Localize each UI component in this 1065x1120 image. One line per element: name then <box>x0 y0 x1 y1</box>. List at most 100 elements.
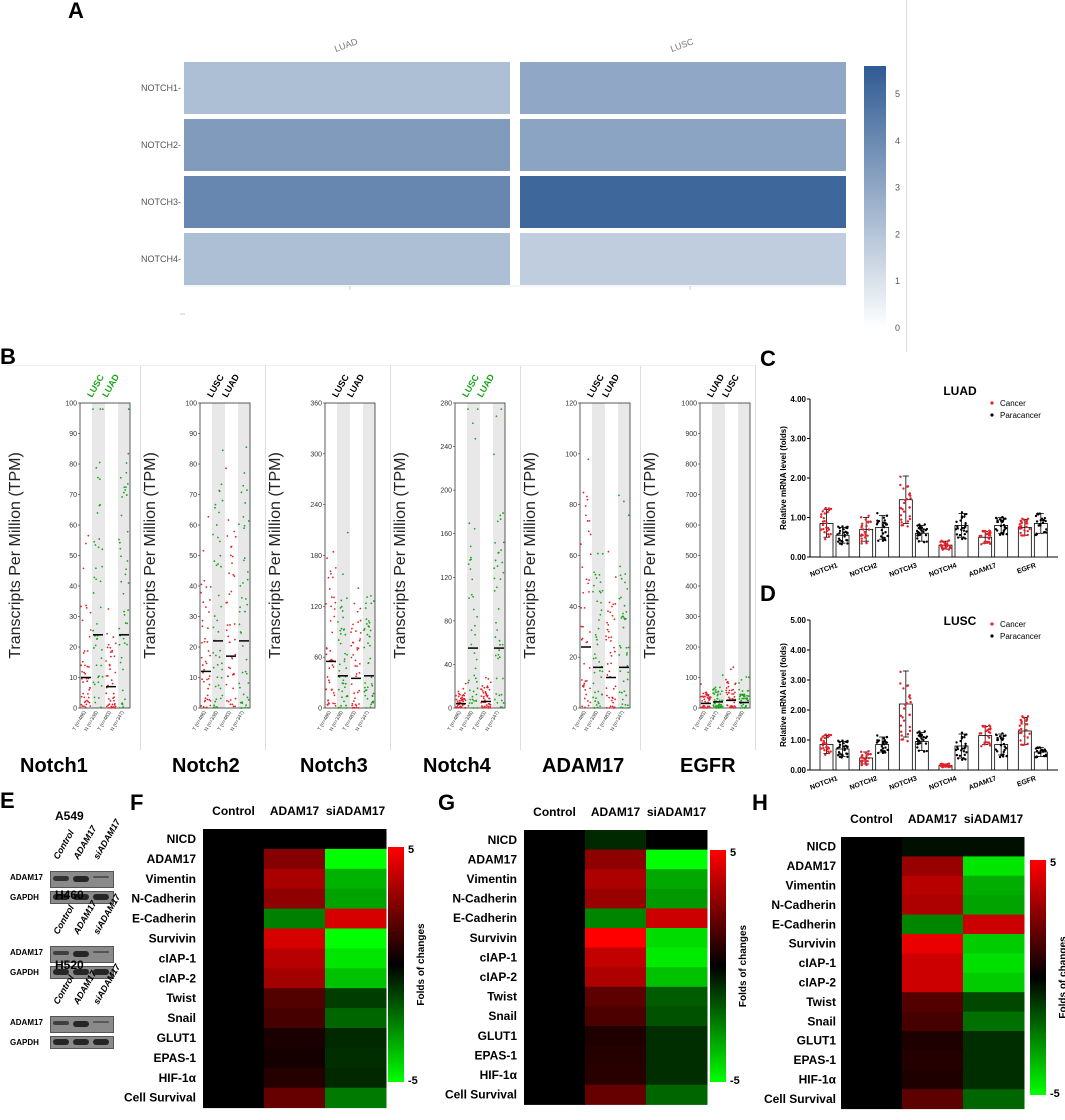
data-point <box>109 668 111 671</box>
legend-label: Paracancer <box>1000 632 1041 641</box>
data-point <box>84 700 87 703</box>
data-point <box>330 658 333 661</box>
data-point <box>1040 748 1044 752</box>
data-point <box>998 755 1002 759</box>
data-point <box>208 675 211 678</box>
data-point <box>331 631 334 634</box>
x-tick-label: EGFR <box>1016 775 1037 788</box>
data-point <box>352 623 354 626</box>
data-point <box>200 591 202 594</box>
data-point <box>488 697 491 700</box>
data-point <box>98 675 100 678</box>
y-tick-label: 2.00 <box>790 474 806 483</box>
data-point <box>842 528 845 531</box>
data-point <box>838 743 842 747</box>
heatmap-cell <box>325 888 387 910</box>
data-point <box>906 485 909 488</box>
colorbar <box>710 850 726 1082</box>
heatmap-cell <box>646 908 708 929</box>
data-point <box>474 667 477 670</box>
panel-label-g: G <box>438 790 456 815</box>
data-point <box>493 589 496 592</box>
data-point <box>583 697 586 700</box>
data-point <box>618 494 620 497</box>
heatmap-cell <box>585 928 647 949</box>
row-label: ADAM17 <box>787 859 837 873</box>
data-point <box>326 704 329 706</box>
data-point <box>474 677 477 680</box>
column-label: siADAM17 <box>964 812 1024 826</box>
heatmap-cell <box>902 1031 964 1051</box>
data-point <box>350 627 353 630</box>
data-point <box>823 749 826 752</box>
data-point <box>838 745 841 749</box>
data-point <box>476 687 479 690</box>
data-point <box>203 579 206 582</box>
data-point <box>986 540 989 543</box>
data-point <box>745 704 748 707</box>
data-point <box>718 699 721 702</box>
data-point <box>365 622 368 625</box>
data-point <box>202 671 204 674</box>
data-point <box>366 686 369 689</box>
y-tick-label: 120 <box>310 604 322 611</box>
data-point <box>925 540 928 543</box>
column-label: Control <box>212 804 255 818</box>
data-point <box>241 671 244 674</box>
data-point <box>703 705 706 707</box>
data-point <box>365 618 368 621</box>
blot-band <box>93 951 109 953</box>
data-point <box>127 452 130 455</box>
data-point <box>476 408 479 410</box>
data-point <box>922 735 925 739</box>
data-point <box>113 699 115 702</box>
data-point <box>999 744 1003 747</box>
data-point <box>212 706 215 709</box>
data-point <box>592 682 595 685</box>
heatmap-cell <box>646 888 708 909</box>
y-tick-label: 60 <box>189 523 197 530</box>
y-tick-label: 120 <box>565 401 577 408</box>
data-point <box>1025 723 1029 726</box>
data-point <box>486 685 489 688</box>
data-point <box>325 647 328 650</box>
data-point <box>882 516 886 519</box>
data-point <box>703 707 706 709</box>
data-point <box>902 687 905 690</box>
data-point <box>922 540 926 544</box>
data-point <box>227 666 230 669</box>
data-point <box>205 662 208 665</box>
data-point <box>216 663 219 666</box>
panel-h-heatmap: Control ADAM17 siADAM17NICDADAM17VimentinN… <box>764 812 1065 1110</box>
y-tick-label: 1.00 <box>790 736 806 745</box>
data-point <box>840 753 843 756</box>
y-tick-label: 360 <box>310 401 322 408</box>
data-point <box>496 565 499 568</box>
data-point <box>96 476 99 479</box>
data-point <box>240 632 243 634</box>
data-point <box>601 552 604 555</box>
data-point <box>120 656 123 659</box>
data-point <box>219 554 222 557</box>
data-point <box>123 642 126 645</box>
data-point <box>343 628 346 630</box>
y-tick-label: 0 <box>573 706 577 713</box>
heatmap-cell <box>585 849 647 870</box>
data-point <box>473 674 476 677</box>
data-point <box>231 562 233 565</box>
data-point <box>584 680 587 683</box>
heatmap-cell <box>203 829 265 850</box>
data-point <box>580 679 583 681</box>
heatmap-cell <box>203 928 265 949</box>
heatmap-cell <box>264 928 326 949</box>
data-point <box>822 516 825 520</box>
data-point <box>1040 517 1044 520</box>
data-point <box>475 693 478 696</box>
gene-label-egfr: EGFR <box>680 755 736 777</box>
data-point <box>475 680 478 683</box>
heatmap-cell <box>902 914 964 935</box>
heatmap-cell <box>902 856 964 877</box>
data-point <box>364 682 367 684</box>
data-point <box>618 644 621 647</box>
y-tick-label: 40 <box>69 584 77 591</box>
